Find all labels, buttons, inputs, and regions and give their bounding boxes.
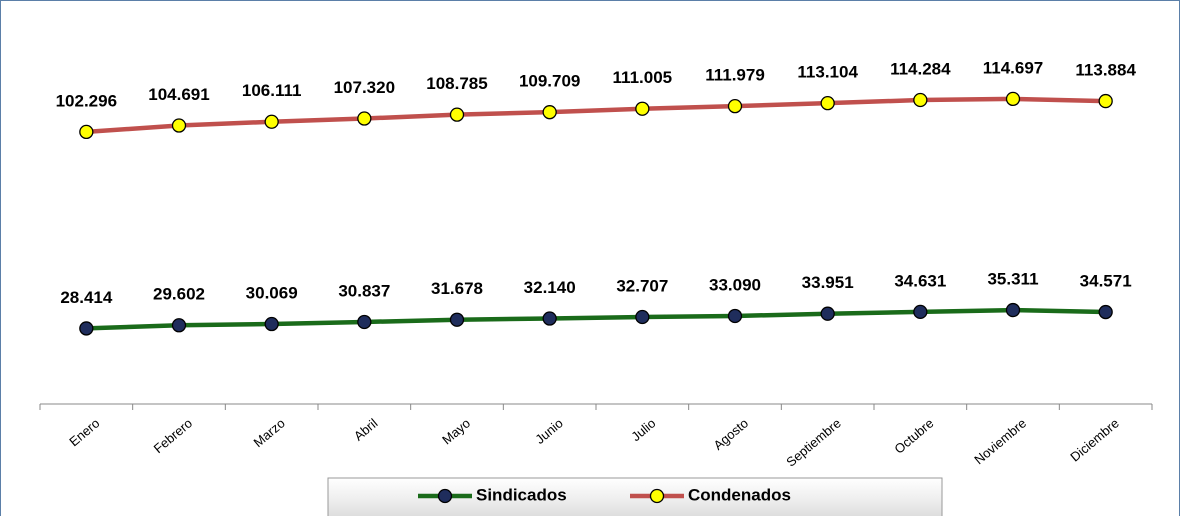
marker — [1005, 91, 1021, 107]
marker — [79, 321, 94, 336]
value-label: 113.884 — [1075, 61, 1136, 80]
marker — [542, 311, 557, 326]
marker — [727, 98, 743, 114]
marker — [1098, 93, 1113, 109]
value-label: 111.979 — [705, 66, 765, 85]
marker — [449, 312, 465, 327]
value-label: 29.602 — [153, 285, 205, 304]
marker — [913, 92, 928, 108]
value-label: 35.311 — [987, 270, 1038, 289]
marker — [820, 306, 835, 321]
marker — [635, 309, 650, 325]
value-label: 33.951 — [802, 273, 854, 292]
marker — [171, 318, 187, 333]
value-label: 32.140 — [524, 278, 576, 297]
series-line — [86, 96, 1106, 135]
value-label: 34.631 — [894, 271, 946, 290]
value-label: 30.837 — [338, 281, 390, 300]
marker — [913, 304, 928, 320]
value-label: 106.111 — [242, 81, 302, 100]
value-label: 30.069 — [246, 284, 298, 303]
value-label: 34.571 — [1080, 272, 1132, 291]
value-label: 107.320 — [334, 78, 395, 97]
marker — [357, 111, 372, 126]
value-label: 108.785 — [426, 74, 487, 93]
marker — [1005, 302, 1021, 318]
marker — [635, 101, 650, 116]
marker — [1098, 304, 1113, 320]
value-label: 102.296 — [56, 91, 117, 110]
legend-label: Condenados — [688, 485, 791, 504]
legend-marker — [649, 488, 665, 504]
marker — [171, 118, 187, 133]
value-label: 28.414 — [60, 288, 113, 307]
marker — [79, 124, 94, 140]
value-label: 32.707 — [616, 276, 668, 295]
legend-label: Sindicados — [476, 485, 567, 504]
value-label: 111.005 — [613, 68, 673, 87]
legend-marker — [437, 488, 453, 504]
value-label: 114.284 — [890, 59, 951, 78]
value-label: 114.697 — [983, 58, 1044, 77]
value-label: 113.104 — [797, 63, 858, 82]
marker — [357, 314, 372, 330]
marker — [820, 95, 835, 111]
marker — [264, 316, 279, 332]
series-line — [86, 307, 1106, 331]
marker — [727, 308, 743, 324]
value-label: 31.678 — [431, 279, 483, 298]
marker — [542, 105, 557, 120]
value-label: 104.691 — [148, 85, 209, 104]
value-label: 109.709 — [519, 72, 580, 91]
value-label: 33.090 — [709, 275, 761, 294]
marker — [449, 107, 465, 122]
marker — [264, 114, 279, 129]
